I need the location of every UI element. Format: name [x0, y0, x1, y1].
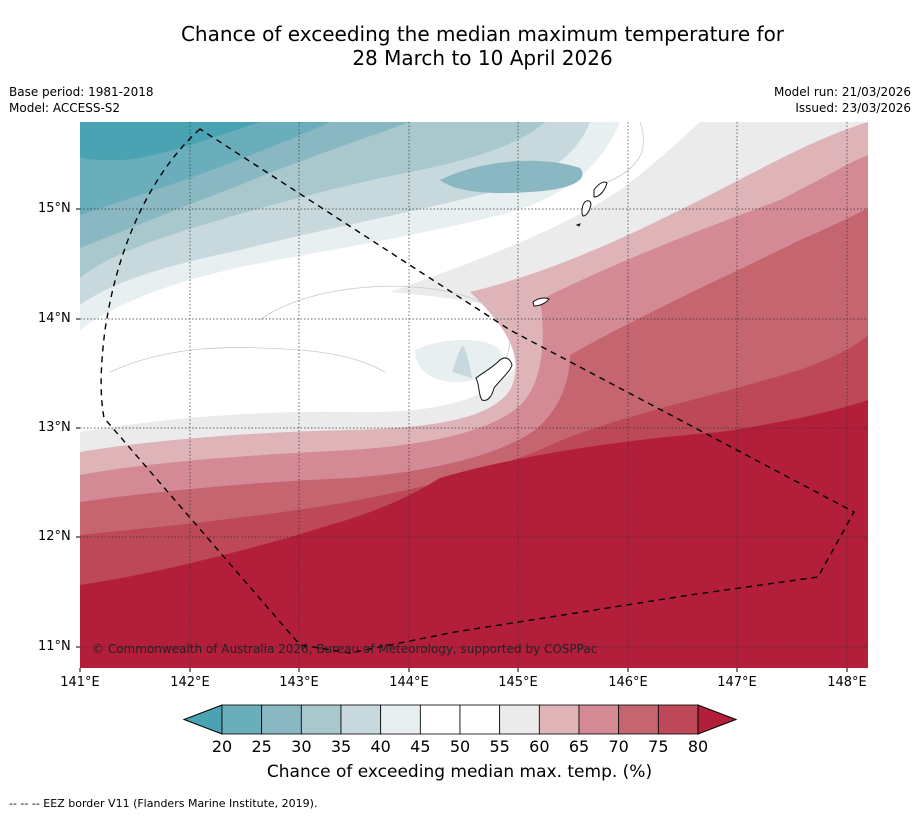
contour-line: [109, 347, 386, 373]
band-below-20: [80, 122, 260, 161]
title-line1: Chance of exceeding the median maximum t…: [180, 22, 785, 46]
eez-footnote: -- -- -- EEZ border V11 (Flanders Marine…: [9, 797, 318, 810]
colorbar-segment: [419, 704, 461, 735]
axis-ticks: [76, 208, 848, 672]
aguijan-island: [575, 223, 581, 227]
colorbar-tick-label: 20: [211, 737, 233, 756]
lon-label: 145°E: [498, 675, 538, 690]
band-25-30-blob: [440, 160, 583, 194]
lon-label: 147°E: [717, 675, 757, 690]
colorbar-segment: [499, 704, 540, 735]
colorbar-tick-label: 50: [449, 737, 471, 756]
colorbar-tick-label: 40: [370, 737, 391, 756]
lon-label: 146°E: [608, 675, 648, 690]
band-35-40-guam: [452, 345, 472, 378]
colorbar-tick-label: 30: [291, 737, 312, 756]
graticule: [80, 122, 868, 668]
lon-label: 141°E: [60, 675, 100, 690]
colorbar-extend-high: [697, 704, 738, 735]
meta-right: Model run: 21/03/2026 Issued: 23/03/2026: [774, 84, 911, 116]
lon-label: 143°E: [279, 675, 319, 690]
lat-label: 11°N: [38, 639, 71, 654]
model-name: Model: ACCESS-S2: [9, 101, 121, 115]
model-run: Model run: 21/03/2026: [773, 85, 911, 99]
meta-left: Base period: 1981-2018 Model: ACCESS-S2: [9, 84, 154, 116]
colorbar-segment: [618, 704, 659, 735]
colorbar-tick-label: 65: [568, 737, 590, 756]
colorbar-tick-label: 45: [410, 737, 431, 756]
probability-contours: [80, 122, 868, 668]
contour-line: [259, 285, 511, 361]
colorbar-tick-label: 35: [330, 737, 352, 756]
islands: [475, 181, 608, 401]
colorbar-segment: [380, 704, 421, 735]
colorbar-segment: [300, 704, 342, 735]
lon-label: 144°E: [389, 675, 429, 690]
colorbar-extend-low: [182, 704, 223, 735]
contour-line: [599, 122, 644, 186]
lat-label: 13°N: [38, 420, 71, 435]
title-line2: 28 March to 10 April 2026: [352, 46, 613, 70]
colorbar-segment: [657, 704, 699, 735]
lat-label: 14°N: [38, 311, 71, 326]
colorbar-segment: [261, 704, 302, 735]
colorbar-tick-label: 55: [489, 737, 510, 756]
lat-label: 12°N: [38, 529, 71, 544]
issued-date: Issued: 23/03/2026: [795, 101, 911, 115]
band-above-80: [80, 400, 868, 668]
guam-island: [475, 357, 513, 401]
copyright-notice: © Commonwealth of Australia 2026, Bureau…: [92, 642, 598, 656]
colorbar: [182, 704, 738, 735]
colorbar-tick-label: 75: [648, 737, 669, 756]
colorbar-segment: [340, 704, 382, 735]
colorbar-label: Chance of exceeding median max. temp. (%…: [266, 762, 653, 782]
colorbar-segment: [538, 704, 580, 735]
map-title: Chance of exceeding the median maximum t…: [0, 22, 919, 70]
colorbar-tick-label: 25: [251, 737, 272, 756]
saipan-island: [593, 181, 608, 198]
colorbar-tick-label: 60: [529, 737, 550, 756]
colorbar-tick-label: 70: [608, 737, 629, 756]
tinian-island: [581, 200, 592, 217]
colorbar-segment: [221, 704, 263, 735]
lon-label: 142°E: [170, 675, 210, 690]
rota-island: [532, 297, 550, 307]
colorbar-tick-label: 80: [687, 737, 709, 756]
colorbar-segment: [578, 704, 620, 735]
lat-label: 15°N: [38, 201, 71, 216]
colorbar-segment: [459, 704, 501, 735]
lon-label: 148°E: [827, 675, 867, 690]
base-period: Base period: 1981-2018: [9, 85, 154, 99]
eez-border: [100, 128, 855, 654]
